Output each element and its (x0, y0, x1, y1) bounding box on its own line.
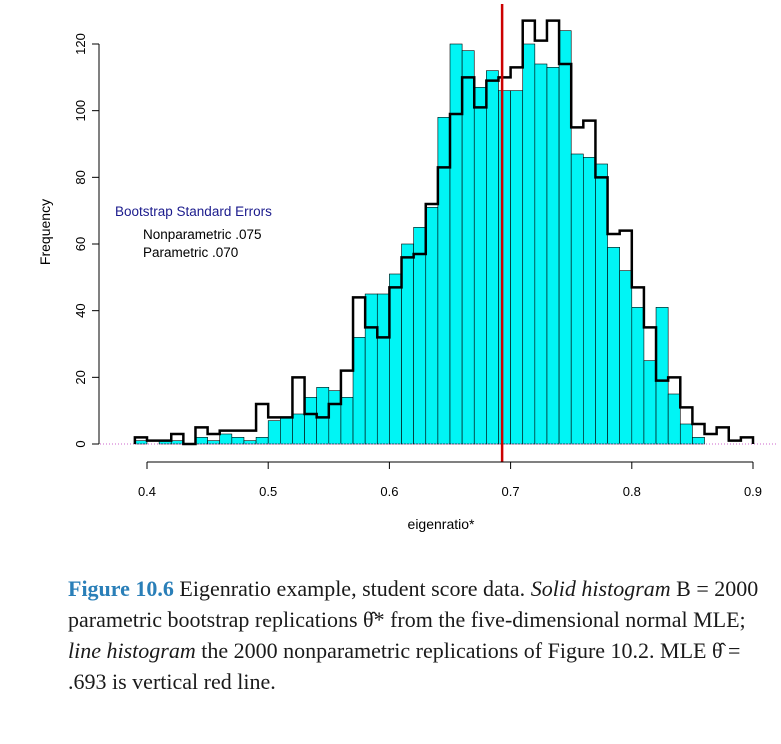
parametric-bar (583, 157, 596, 445)
parametric-bar (449, 43, 463, 445)
caption-italic-1: Solid histogram (530, 576, 671, 601)
x-tick-label: 0.6 (380, 484, 398, 499)
y-tick-label: 20 (73, 370, 88, 384)
parametric-bar (219, 433, 233, 445)
y-tick-label: 0 (73, 440, 88, 447)
y-axis: 0 20 40 60 80 100 120 (73, 33, 100, 448)
parametric-bar (461, 50, 475, 445)
parametric-bar (570, 153, 584, 445)
parametric-bar (679, 423, 693, 445)
parametric-bar (558, 30, 572, 445)
parametric-bar (655, 307, 669, 445)
parametric-bar (255, 437, 269, 445)
legend-item-parametric: Parametric .070 (143, 245, 238, 260)
x-axis: 0.4 0.5 0.6 0.7 0.8 0.9 (138, 461, 762, 499)
parametric-bar (364, 293, 378, 445)
parametric-bar (607, 247, 620, 445)
parametric-bar (546, 67, 560, 445)
parametric-bar (595, 163, 608, 445)
parametric-bar (292, 413, 305, 445)
parametric-bar (631, 307, 645, 445)
parametric-bar (498, 90, 511, 445)
y-axis-title: Frequency (37, 199, 53, 265)
y-tick-label: 100 (73, 100, 88, 122)
y-tick-label: 80 (73, 170, 88, 184)
parametric-bar (522, 43, 536, 445)
parametric-bar (692, 437, 705, 445)
x-tick-label: 0.4 (138, 484, 156, 499)
parametric-bar (316, 387, 330, 445)
figure-caption: Figure 10.6 Eigenratio example, student … (68, 573, 768, 697)
parametric-bar (619, 270, 633, 445)
parametric-bar (231, 437, 245, 445)
x-tick-label: 0.8 (623, 484, 641, 499)
parametric-bar (304, 397, 317, 445)
legend-item-nonparametric: Nonparametric .075 (143, 227, 262, 242)
histogram-chart: 0.4 0.5 0.6 0.7 0.8 0.9 0 20 40 60 80 100 120 eigen… (37, 4, 778, 532)
x-axis-title: eigenratio* (408, 516, 475, 532)
caption-text-3: the 2000 nonparametric replications of F… (68, 638, 741, 694)
caption-text-1: Eigenratio example, student score data. (173, 576, 531, 601)
parametric-bar (667, 393, 681, 445)
parametric-bar (486, 70, 499, 445)
parametric-bar (413, 227, 427, 445)
y-tick-label: 120 (73, 33, 88, 55)
x-tick-label: 0.7 (502, 484, 520, 499)
parametric-bar (510, 90, 524, 445)
caption-text-2: B = 2000 parametric bootstrap replicatio… (68, 576, 759, 632)
nonparametric-line-histogram (133, 19, 755, 446)
parametric-bar (352, 337, 366, 445)
figure-label: Figure 10.6 (68, 576, 174, 601)
parametric-bar (267, 420, 281, 445)
parametric-bar (389, 273, 402, 445)
legend-title: Bootstrap Standard Errors (115, 204, 272, 219)
x-tick-label: 0.9 (744, 484, 762, 499)
y-tick-label: 40 (73, 303, 88, 317)
parametric-bar (340, 397, 354, 445)
caption-italic-2: line histogram (68, 638, 196, 663)
parametric-bar (280, 417, 293, 445)
parametric-bar (473, 87, 487, 445)
y-tick-label: 60 (73, 237, 88, 251)
x-tick-label: 0.5 (259, 484, 277, 499)
parametric-bar (425, 207, 439, 445)
parametric-bar (195, 437, 208, 445)
parametric-bar (643, 360, 657, 445)
parametric-bar (401, 243, 414, 445)
parametric-bar (534, 63, 548, 445)
parametric-bar (376, 293, 390, 445)
parametric-bar (328, 390, 342, 445)
